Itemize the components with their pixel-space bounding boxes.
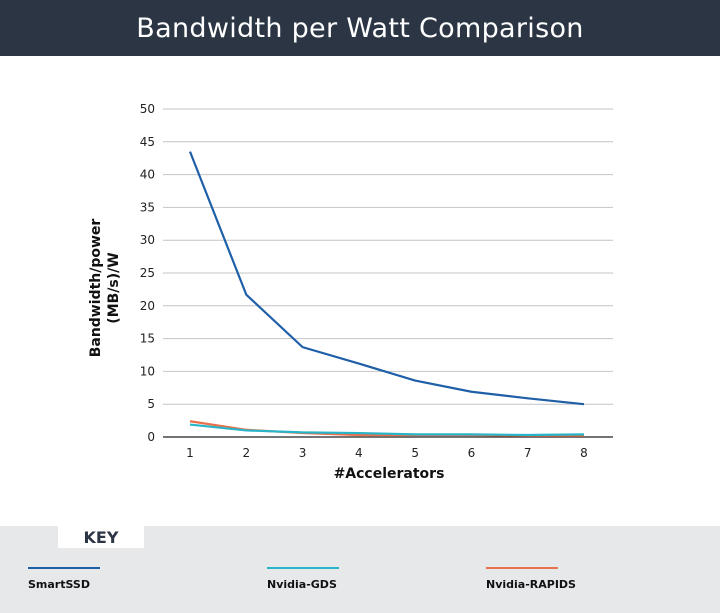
y-tick-label: 30 — [140, 233, 155, 247]
x-tick-label: 1 — [186, 446, 194, 460]
legend-item-nvidia-gds: Nvidia-GDS — [267, 567, 339, 591]
y-tick-label: 35 — [140, 200, 155, 214]
y-tick-label: 20 — [140, 299, 155, 313]
x-tick-label: 7 — [524, 446, 532, 460]
x-tick-label: 4 — [355, 446, 363, 460]
series-lines — [188, 151, 585, 437]
x-tick-label: 5 — [411, 446, 419, 460]
legend-label-nvidia-rapids: Nvidia-RAPIDS — [486, 578, 576, 591]
legend-label-nvidia-gds: Nvidia-GDS — [267, 578, 337, 591]
x-axis-label: #Accelerators — [334, 466, 445, 482]
y-tick-label: 40 — [140, 168, 155, 182]
y-axis-label-line-2: (MB/s)/W — [106, 252, 122, 323]
legend-label-smartssd: SmartSSD — [28, 578, 90, 591]
x-tick-label: 8 — [580, 446, 588, 460]
legend-item-nvidia-rapids: Nvidia-RAPIDS — [486, 567, 576, 591]
y-tick-label: 45 — [140, 135, 155, 149]
y-tick-label: 15 — [140, 332, 155, 346]
y-tick-label: 50 — [140, 102, 155, 116]
y-tick-labels: 0 5 10 15 20 25 30 35 40 45 50 — [140, 102, 155, 444]
y-tick-label: 10 — [140, 364, 155, 378]
chart-title: Bandwidth per Watt Comparison — [0, 0, 720, 56]
y-axis-label: Bandwidth/power (MB/s)/W — [88, 219, 122, 358]
x-tick-labels: 1 2 3 4 5 6 7 8 — [186, 446, 588, 460]
legend-swatch-nvidia-rapids — [486, 567, 558, 569]
y-tick-label: 25 — [140, 266, 155, 280]
x-tick-label: 6 — [468, 446, 476, 460]
series-line-smartssd — [188, 151, 585, 406]
legend-swatch-smartssd — [28, 567, 100, 569]
x-tick-label: 3 — [299, 446, 307, 460]
x-tick-label: 2 — [242, 446, 250, 460]
series-line-nvidia-gds — [189, 423, 585, 437]
y-tick-label: 0 — [147, 430, 155, 444]
legend-item-smartssd: SmartSSD — [28, 567, 100, 591]
legend-heading: KEY — [58, 526, 144, 548]
gridlines — [163, 108, 613, 438]
legend-swatch-nvidia-gds — [267, 567, 339, 569]
y-axis-label-line-1: Bandwidth/power — [88, 219, 104, 358]
y-tick-label: 5 — [147, 397, 155, 411]
